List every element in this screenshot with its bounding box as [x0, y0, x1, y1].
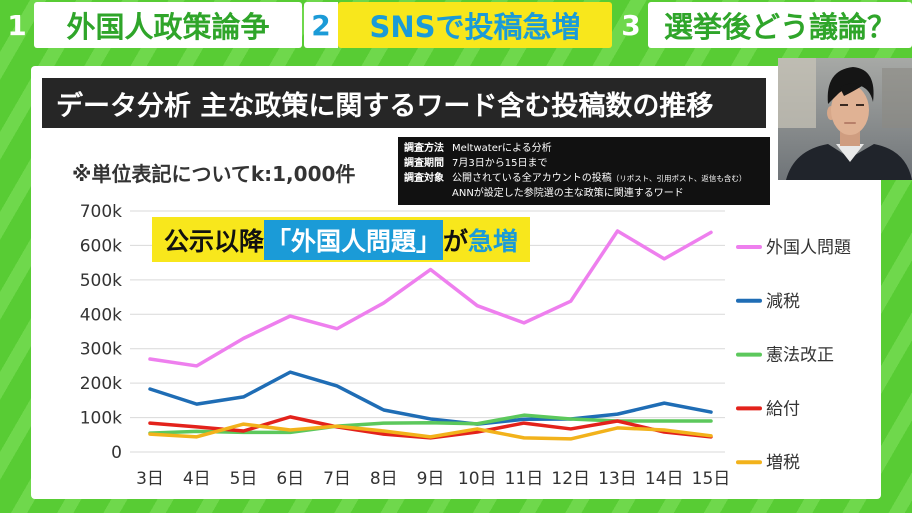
- survey-note: （リポスト、引用ポスト、返信も含む）: [611, 174, 747, 183]
- presenter-silhouette: [778, 58, 912, 180]
- survey-value: 7月3日から15日まで: [452, 158, 548, 169]
- survey-value: Meltwaterによる分析: [452, 143, 552, 154]
- x-tick-label: 14日: [645, 469, 684, 489]
- legend-label: 減税: [766, 292, 800, 312]
- presenter-video: [778, 58, 912, 180]
- chart-title-banner: データ分析 主な政策に関するワード含む投稿数の推移: [42, 78, 766, 128]
- agenda-tabs: 1 外国人政策論争 2 SNSで投稿急増 3 選挙後どう議論？: [0, 0, 912, 50]
- agenda-tab-3: 3 選挙後どう議論？: [614, 2, 912, 48]
- survey-label: 調査対象: [404, 173, 444, 184]
- survey-row-period: 調査期間 7月3日から15日まで: [404, 156, 764, 171]
- agenda-tab-label: 選挙後どう議論？: [648, 2, 912, 48]
- agenda-tab-number: 3: [621, 8, 641, 42]
- x-tick-label: 4日: [183, 469, 211, 489]
- survey-label: 調査方法: [404, 143, 444, 154]
- x-tick-label: 3日: [136, 469, 164, 489]
- annotation-lead: 公示以降: [164, 226, 265, 256]
- annotation-highlight: 「外国人問題」: [264, 219, 444, 260]
- agenda-tab-label: SNSで投稿急増: [338, 2, 612, 48]
- x-tick-label: 5日: [230, 469, 258, 489]
- y-tick-label: 400k: [80, 305, 122, 325]
- survey-row-target-detail: ANNが設定した参院選の主な政策に関連するワード: [404, 186, 764, 201]
- legend-label: 増税: [766, 453, 800, 473]
- x-tick-label: 8日: [370, 469, 398, 489]
- agenda-tab-number: 2: [304, 2, 338, 48]
- x-tick-label: 11日: [505, 469, 544, 489]
- series-line-0: [148, 229, 713, 368]
- y-tick-label: 200k: [80, 374, 122, 394]
- survey-info-box: 調査方法 Meltwaterによる分析 調査期間 7月3日から15日まで 調査対…: [398, 137, 770, 205]
- y-tick-label: 600k: [80, 236, 122, 256]
- y-tick-label: 700k: [80, 202, 122, 222]
- unit-note: ※単位表記についてk:1,000件: [72, 162, 356, 186]
- annotation-particle: が: [443, 226, 469, 256]
- x-tick-label: 10日: [458, 469, 497, 489]
- series-line-1: [148, 370, 713, 426]
- y-tick-label: 300k: [80, 340, 122, 360]
- x-tick-label: 12日: [551, 469, 590, 489]
- x-tick-label: 7日: [323, 469, 351, 489]
- line-chart: 0 100k 200k 300k 400k 500k 600k 700k 3日 4日 5日 6日 7日 8…: [80, 202, 851, 489]
- agenda-tab-2: 2 SNSで投稿急増: [304, 2, 612, 48]
- legend-label: 給付: [766, 399, 800, 419]
- x-tick-label: 6日: [276, 469, 304, 489]
- x-tick-label: 15日: [692, 469, 731, 489]
- agenda-tab-label: 外国人政策論争: [34, 2, 302, 48]
- chart-annotation: 公示以降 「外国人問題」 が 急増: [152, 217, 531, 262]
- series-line-4: [148, 422, 713, 441]
- y-tick-label: 100k: [80, 409, 122, 429]
- survey-row-method: 調査方法 Meltwaterによる分析: [404, 141, 764, 156]
- survey-row-target: 調査対象 公開されている全アカウントの投稿 （リポスト、引用ポスト、返信も含む）: [404, 171, 764, 186]
- legend-label: 憲法改正: [766, 345, 834, 366]
- survey-value: ANNが設定した参院選の主な政策に関連するワード: [452, 188, 684, 199]
- chart-title: データ分析 主な政策に関するワード含む投稿数の推移: [56, 90, 714, 122]
- agenda-tab-1: 1 外国人政策論争: [0, 2, 302, 48]
- agenda-tab-number: 1: [7, 8, 27, 42]
- y-tick-label: 500k: [80, 271, 122, 291]
- x-tick-label: 9日: [417, 469, 445, 489]
- annotation-emphasis: 急増: [468, 226, 519, 256]
- survey-value: 公開されている全アカウントの投稿: [452, 173, 612, 184]
- survey-label: 調査期間: [404, 158, 444, 169]
- legend-label: 外国人問題: [766, 238, 851, 258]
- x-tick-label: 13日: [598, 469, 637, 489]
- y-tick-label: 0: [111, 443, 122, 463]
